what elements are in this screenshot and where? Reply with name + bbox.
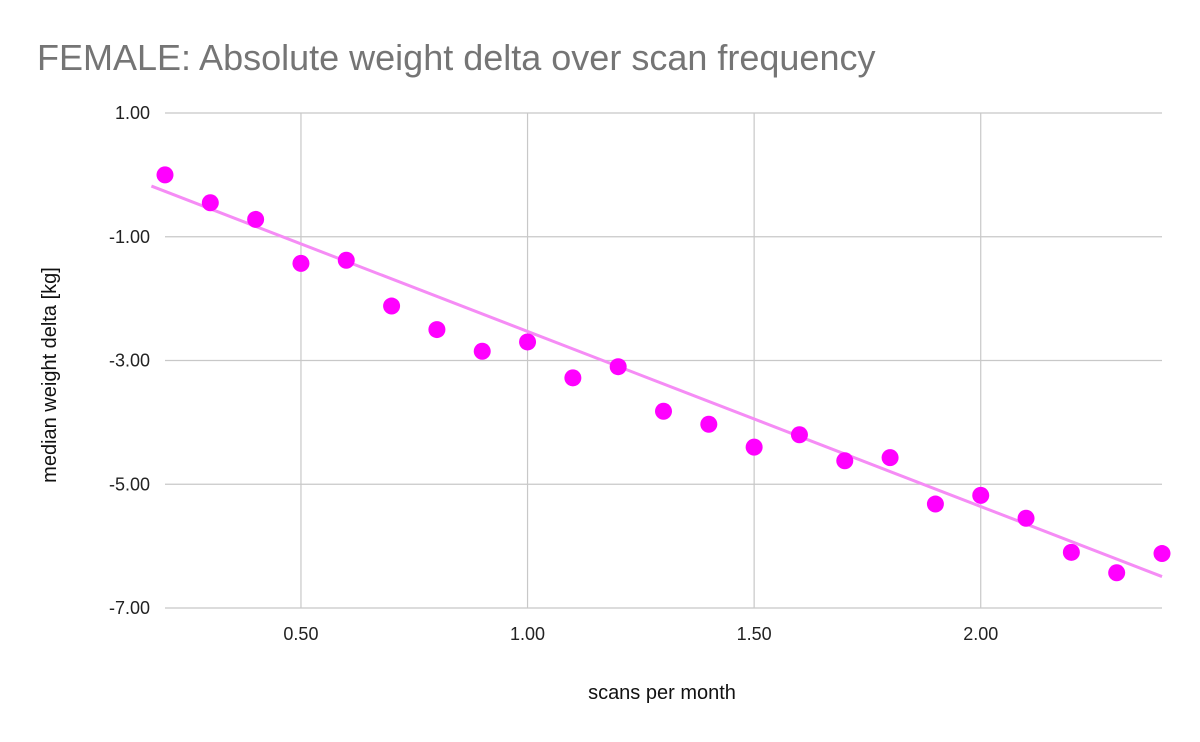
y-tick-label: -3.00 (109, 351, 150, 371)
x-tick-label: 0.50 (283, 624, 318, 644)
x-axis-ticks: 0.50 1.00 1.50 2.00 (283, 624, 998, 644)
x-tick-label: 1.00 (510, 624, 545, 644)
trendline (150, 184, 1163, 578)
data-point (473, 342, 491, 360)
grid-lines (165, 112, 1162, 609)
data-point (745, 438, 763, 456)
data-points (156, 166, 1171, 582)
y-axis-label: median weight delta [kg] (39, 267, 61, 483)
data-point (247, 210, 265, 228)
data-point (564, 369, 582, 387)
data-point (292, 254, 310, 272)
y-axis-ticks: 1.00 -1.00 -3.00 -5.00 -7.00 (109, 103, 150, 618)
data-point (836, 452, 854, 470)
data-point (926, 495, 944, 513)
chart-title: FEMALE: Absolute weight delta over scan … (37, 37, 875, 78)
data-point (700, 415, 718, 433)
data-point (337, 251, 355, 269)
data-point (790, 426, 808, 444)
data-point (201, 194, 219, 212)
data-point (1017, 509, 1035, 527)
data-point (972, 486, 990, 504)
y-tick-label: -5.00 (109, 474, 150, 494)
data-point (1153, 545, 1171, 563)
y-tick-label: 1.00 (115, 103, 150, 123)
data-point (655, 402, 672, 420)
data-point (609, 358, 627, 376)
x-tick-label: 1.50 (737, 624, 772, 644)
data-point (156, 166, 174, 184)
data-point (428, 321, 446, 339)
y-tick-label: -1.00 (109, 227, 150, 247)
x-axis-label: scans per month (588, 682, 736, 704)
data-point (519, 333, 537, 351)
x-tick-label: 2.00 (963, 624, 998, 644)
data-point (881, 449, 899, 467)
y-tick-label: -7.00 (109, 598, 150, 618)
trendline-group (150, 184, 1163, 578)
data-point (383, 297, 401, 315)
data-point (1108, 564, 1126, 582)
data-point (1062, 543, 1080, 561)
